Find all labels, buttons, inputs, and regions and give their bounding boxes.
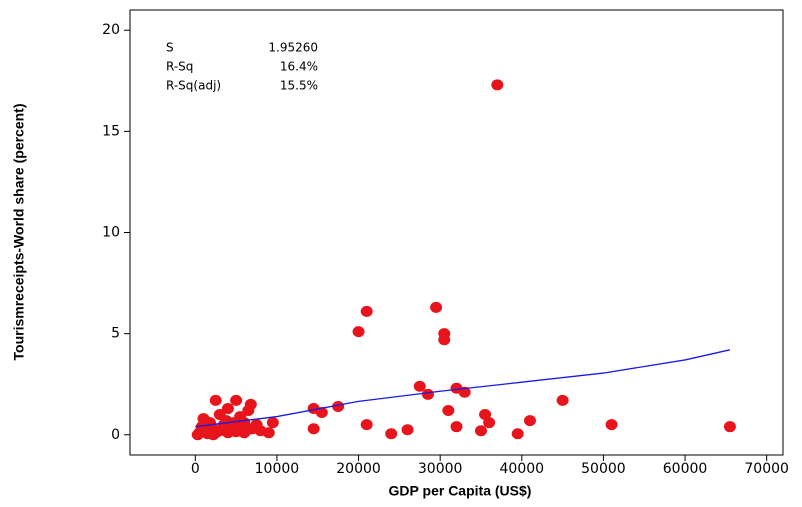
scatter-point <box>474 425 487 437</box>
scatter-point <box>315 407 328 419</box>
scatter-point <box>360 305 373 317</box>
scatter-point <box>401 424 414 436</box>
fit-line <box>195 349 731 428</box>
scatter-point <box>511 428 524 440</box>
y-tick-label: 5 <box>111 326 120 342</box>
x-axis-label: GDP per Capita (US$) <box>389 483 532 499</box>
scatter-point <box>413 380 426 392</box>
scatter-point <box>385 428 398 440</box>
scatter-point <box>230 394 243 406</box>
scatter-point <box>209 394 222 406</box>
y-tick-label: 20 <box>102 22 120 38</box>
x-tick-label: 40000 <box>500 461 545 477</box>
scatter-point <box>458 386 471 398</box>
x-tick-label: 70000 <box>744 461 789 477</box>
scatter-point <box>491 79 504 91</box>
y-tick-label: 10 <box>102 225 120 241</box>
scatter-point <box>438 334 451 346</box>
scatter-point <box>442 405 455 416</box>
x-tick-label: 0 <box>191 461 200 477</box>
y-tick-label: 0 <box>111 427 120 443</box>
stat-label: R-Sq(adj) <box>166 79 221 93</box>
scatter-point <box>221 402 234 414</box>
scatter-point <box>421 388 434 400</box>
stat-value: 15.5% <box>280 79 318 93</box>
scatter-point <box>556 394 569 406</box>
scatter-point <box>220 415 233 427</box>
scatter-point <box>450 421 463 433</box>
x-tick-label: 30000 <box>418 461 463 477</box>
scatter-point <box>307 423 320 435</box>
stat-value: 16.4% <box>280 60 318 74</box>
x-tick-label: 10000 <box>255 461 300 477</box>
scatter-point <box>483 417 496 429</box>
y-axis-label: Tourismreceipts-World share (percent) <box>11 104 27 361</box>
stat-value: 1.95260 <box>268 41 318 55</box>
y-tick-label: 15 <box>102 123 120 139</box>
scatter-point <box>352 326 365 338</box>
scatter-point <box>332 400 345 412</box>
scatter-point <box>242 405 255 416</box>
stat-label: S <box>166 41 174 55</box>
scatter-point <box>207 429 220 441</box>
scatter-point <box>239 425 252 437</box>
x-tick-label: 60000 <box>663 461 708 477</box>
scatter-point <box>360 419 373 431</box>
scatter-point <box>266 417 279 429</box>
scatter-point <box>605 419 618 431</box>
scatter-point <box>430 301 443 313</box>
scatter-point <box>523 415 536 427</box>
x-tick-label: 20000 <box>336 461 381 477</box>
scatter-point <box>723 421 736 433</box>
stat-label: R-Sq <box>166 60 193 74</box>
x-tick-label: 50000 <box>581 461 626 477</box>
scatter-point <box>191 429 204 441</box>
